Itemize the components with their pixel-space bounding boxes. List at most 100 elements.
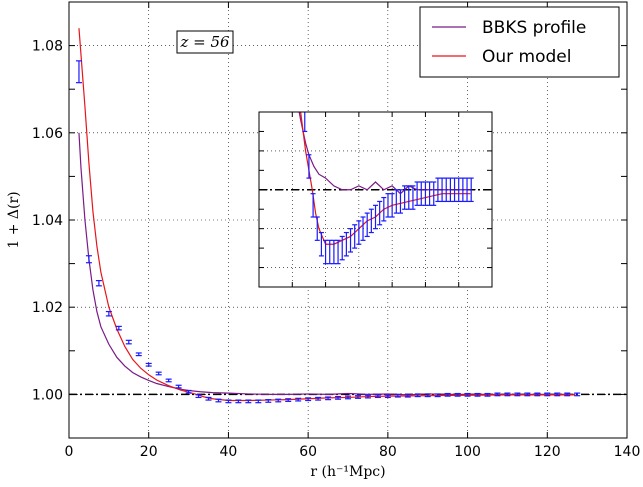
errorbar-point — [135, 352, 142, 357]
inset-errorbar-point — [397, 189, 403, 214]
errorbar-point — [554, 392, 561, 397]
errorbar-point — [564, 392, 571, 397]
legend-label-model: Our model — [482, 47, 571, 67]
errorbar-point — [354, 395, 361, 399]
y-tick-labels: 1.00 1.02 1.04 1.06 1.08 — [32, 39, 63, 404]
x-tick-label: 0 — [65, 444, 74, 460]
inset-plot — [258, 111, 493, 288]
errorbar-point — [544, 392, 551, 397]
inset-errorbar-point — [381, 196, 387, 222]
errorbar-point — [105, 310, 112, 317]
inset-errorbar-point — [368, 208, 374, 234]
x-tick-label: 80 — [379, 444, 397, 460]
main-series-layer — [78, 28, 576, 402]
annotation-box: z = 56 — [176, 30, 234, 54]
errorbar-point — [414, 393, 421, 398]
y-tick-label: 1.06 — [32, 126, 63, 142]
errorbar-point — [404, 393, 411, 398]
series-line-1 — [78, 28, 576, 402]
errorbar-point — [85, 255, 92, 264]
inset-errorbar-point — [373, 204, 378, 230]
errorbar-point — [574, 392, 581, 397]
errorbar-point — [225, 399, 232, 404]
errorbar-point — [374, 394, 381, 399]
errorbar-point — [444, 392, 451, 397]
x-tick-labels: 0 20 40 60 80 100 120 140 — [65, 444, 641, 460]
errorbar-point — [175, 384, 182, 389]
errorbar-point — [494, 392, 501, 397]
inset-errorbar-point — [314, 216, 320, 241]
errorbar-point — [434, 393, 441, 398]
errorbar-point — [75, 60, 82, 84]
errorbar-point — [145, 362, 152, 367]
y-axis-label: 1 + Δ(r) — [6, 191, 22, 248]
inset-errorbar-point — [339, 235, 345, 261]
y-tick-label: 1.02 — [32, 300, 63, 316]
x-tick-label: 120 — [534, 444, 561, 460]
errorbar-point — [464, 392, 471, 397]
x-axis-label: r (h⁻¹Mpc) — [310, 464, 385, 480]
inset-series-layer — [298, 112, 471, 245]
inset-errorbar-point — [356, 220, 362, 245]
errorbar-point — [534, 392, 541, 397]
annotation-frame — [176, 30, 234, 54]
inset-errorbar-point — [377, 200, 383, 226]
inset-errorbar-point — [352, 224, 358, 249]
inset-errorbar-point — [348, 228, 354, 253]
y-tick-label: 1.04 — [32, 213, 63, 229]
inset-errorbar-point — [343, 231, 349, 257]
legend-frame — [419, 6, 620, 78]
legend: BBKS profile Our model — [419, 6, 620, 78]
errorbar-point — [255, 399, 262, 404]
errorbar-point — [265, 399, 272, 403]
inset-errorbar-point — [318, 231, 324, 257]
errorbar-point — [275, 398, 282, 403]
errorbar-point — [295, 397, 302, 402]
errorbar-point — [155, 371, 162, 376]
errorbar-point — [125, 339, 132, 345]
inset-errorbar-point — [306, 154, 312, 179]
inset-ticks — [258, 111, 493, 288]
errorbar-point — [165, 378, 172, 383]
inset-series-line-0 — [298, 112, 471, 195]
y-tick-label: 1.08 — [32, 39, 63, 55]
errorbar-point — [524, 392, 531, 397]
x-tick-label: 140 — [614, 444, 641, 460]
inset-errorbar-point — [360, 216, 366, 241]
x-tick-label: 60 — [299, 444, 317, 460]
errorbar-point — [364, 394, 371, 399]
errorbar-point — [215, 398, 222, 403]
errorbar-point — [305, 397, 312, 402]
errorbar-point — [95, 280, 102, 287]
errorbar-point — [315, 396, 322, 401]
x-tick-label: 20 — [140, 444, 158, 460]
inset-errorbar-layer — [302, 112, 474, 265]
errorbar-point — [424, 393, 431, 398]
y-tick-label: 1.00 — [32, 387, 63, 403]
inset-errorbar-point — [468, 177, 474, 203]
annotation-text: z = 56 — [179, 33, 230, 51]
errorbar-point — [325, 396, 332, 401]
errorbar-point — [474, 392, 481, 397]
main-errorbar-layer — [75, 60, 581, 404]
errorbar-point — [504, 392, 511, 397]
inset-errorbar-point — [364, 212, 370, 238]
x-tick-label: 100 — [454, 444, 481, 460]
legend-label-bbks: BBKS profile — [482, 18, 586, 38]
errorbar-point — [384, 394, 391, 399]
errorbar-point — [115, 325, 122, 331]
inset-errorbar-point — [410, 185, 416, 210]
errorbar-point — [235, 399, 242, 404]
errorbar-point — [285, 398, 292, 402]
inset-errorbar-point — [335, 239, 341, 265]
errorbar-point — [205, 396, 212, 401]
inset-series-line-1 — [300, 112, 471, 245]
errorbar-point — [454, 392, 461, 397]
errorbar-point — [195, 394, 202, 399]
errorbar-point — [394, 393, 401, 398]
inset-frame — [258, 111, 493, 288]
inset-errorbar-point — [389, 193, 395, 218]
errorbar-point — [345, 395, 351, 400]
errorbar-point — [335, 395, 342, 400]
